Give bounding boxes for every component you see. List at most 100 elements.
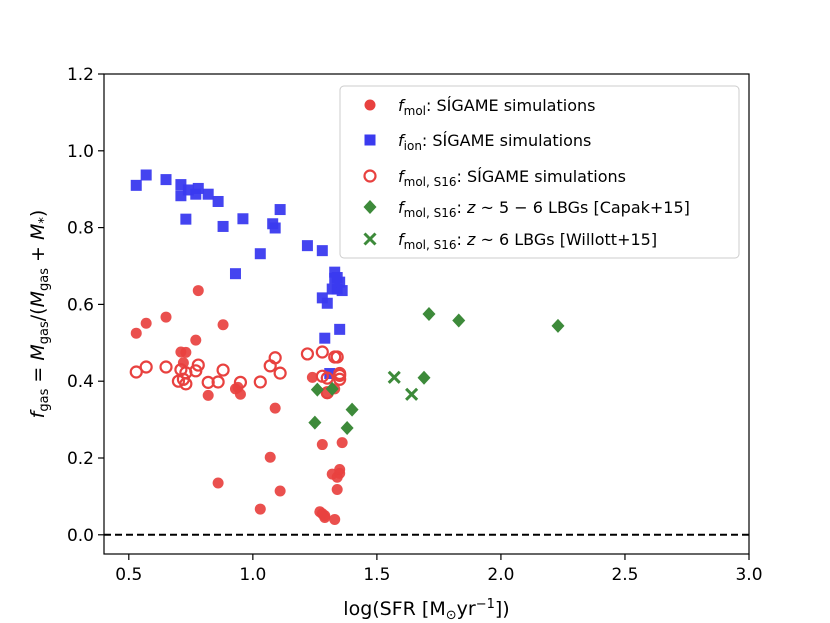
series-fmol-s16 [129, 345, 347, 400]
point-fmol [329, 513, 341, 525]
point-fmol [234, 388, 246, 400]
point-fion [237, 213, 249, 225]
axis-ticks: 0.5 1.0 1.5 2.0 2.5 3.0 0.0 0.2 0.4 0.6 0.8 1.0 1.2 [67, 65, 763, 585]
series-capak [308, 307, 565, 436]
point-fion [334, 276, 346, 288]
point-fmol [190, 334, 202, 346]
point-fmol-s16 [216, 363, 230, 377]
point-fion [175, 179, 187, 191]
point-fion [190, 188, 202, 200]
y-tick-label: 0.6 [67, 295, 94, 315]
point-fion [192, 182, 204, 194]
point-fion [180, 213, 192, 225]
x-tick-label: 1.0 [239, 565, 266, 585]
point-fion [269, 222, 281, 234]
x-axis-label: log(SFR [M⊙yr−1]) [343, 597, 509, 623]
series-willott [387, 370, 419, 401]
x-tick-label: 3.0 [735, 565, 762, 585]
point-fion [336, 285, 348, 297]
point-capak [452, 313, 466, 328]
x-tick-label: 2.5 [611, 565, 638, 585]
y-tick-label: 0.8 [67, 219, 94, 239]
series-fmol [130, 285, 348, 525]
point-fion [140, 169, 152, 181]
y-tick-label: 0.0 [67, 526, 94, 546]
point-fmol [319, 510, 331, 522]
point-capak [325, 381, 339, 396]
point-fmol-s16 [273, 366, 287, 380]
legend-label-capak: fmol, S16: z ~ 5 − 6 LBGs [Capak+15] [398, 198, 690, 220]
point-fion [212, 195, 224, 207]
point-fmol [140, 317, 152, 329]
point-fion [301, 240, 313, 252]
point-fmol [254, 503, 266, 515]
x-tick-label: 2.0 [487, 565, 514, 585]
point-fion [254, 248, 266, 260]
point-capak [417, 370, 431, 385]
point-fion [160, 174, 172, 186]
y-tick-label: 1.2 [67, 65, 94, 85]
point-willott [405, 387, 419, 401]
point-fmol-s16 [330, 350, 344, 364]
point-fion [321, 297, 333, 309]
point-fion [229, 268, 241, 280]
y-tick-label: 0.4 [67, 372, 94, 392]
point-capak [345, 402, 359, 417]
data-marks [104, 169, 749, 536]
point-fmol-s16 [253, 375, 267, 389]
point-capak [310, 382, 324, 397]
point-fmol-s16 [129, 365, 143, 379]
point-fmol [316, 439, 328, 451]
point-fmol [130, 327, 142, 339]
legend-marker-willott [363, 232, 377, 246]
legend-marker-fmol [364, 99, 376, 111]
point-fmol [274, 485, 286, 497]
point-fmol-s16 [233, 375, 248, 389]
point-capak [551, 318, 565, 333]
point-fmol [331, 483, 343, 495]
legend: fmol: SÍGAME simulations fion: SÍGAME si… [339, 85, 740, 259]
point-willott [387, 370, 401, 384]
legend-entry-fmol-s16: fmol, S16: SÍGAME simulations [363, 167, 626, 189]
point-capak [422, 307, 436, 321]
point-fmol [269, 402, 281, 414]
x-tick-label: 0.5 [115, 565, 142, 585]
legend-label-willott: fmol, S16: z ~ 6 LBGs [Willott+15] [398, 230, 657, 252]
point-fion [182, 184, 194, 196]
y-tick-label: 1.0 [67, 142, 94, 162]
point-fmol [334, 464, 346, 476]
point-fion [319, 332, 331, 344]
point-fmol [212, 477, 224, 489]
legend-marker-fmol-s16 [363, 169, 377, 183]
legend-entry-capak: fmol, S16: z ~ 5 − 6 LBGs [Capak+15] [363, 198, 690, 220]
point-fion [175, 190, 187, 202]
point-fmol-s16 [333, 372, 347, 386]
y-tick-label: 0.2 [67, 449, 94, 469]
x-tick-label: 1.5 [363, 565, 390, 585]
legend-label-fion: fion: SÍGAME simulations [398, 131, 591, 153]
point-fmol-s16 [159, 360, 173, 374]
legend-marker-capak [363, 200, 377, 214]
point-fion [202, 188, 214, 200]
legend-entry-fion: fion: SÍGAME simulations [364, 131, 591, 153]
point-capak [340, 421, 354, 436]
series-fion [130, 169, 348, 380]
legend-entry-willott: fmol, S16: z ~ 6 LBGs [Willott+15] [363, 230, 657, 252]
point-fmol-s16 [211, 375, 225, 389]
point-fmol [192, 285, 204, 297]
legend-box [339, 85, 740, 259]
point-fmol [160, 311, 172, 323]
point-fmol [177, 357, 189, 369]
legend-entry-fmol: fmol: SÍGAME simulations [364, 96, 595, 118]
point-fmol [180, 346, 192, 358]
point-fmol-s16 [268, 351, 282, 365]
point-fmol [336, 437, 348, 449]
point-fion [130, 179, 142, 191]
point-fmol-s16 [191, 358, 205, 372]
point-fmol [202, 389, 214, 401]
plot-frame [103, 73, 750, 555]
point-fion [274, 204, 286, 216]
point-capak [308, 415, 322, 430]
point-fmol-s16 [139, 360, 153, 374]
